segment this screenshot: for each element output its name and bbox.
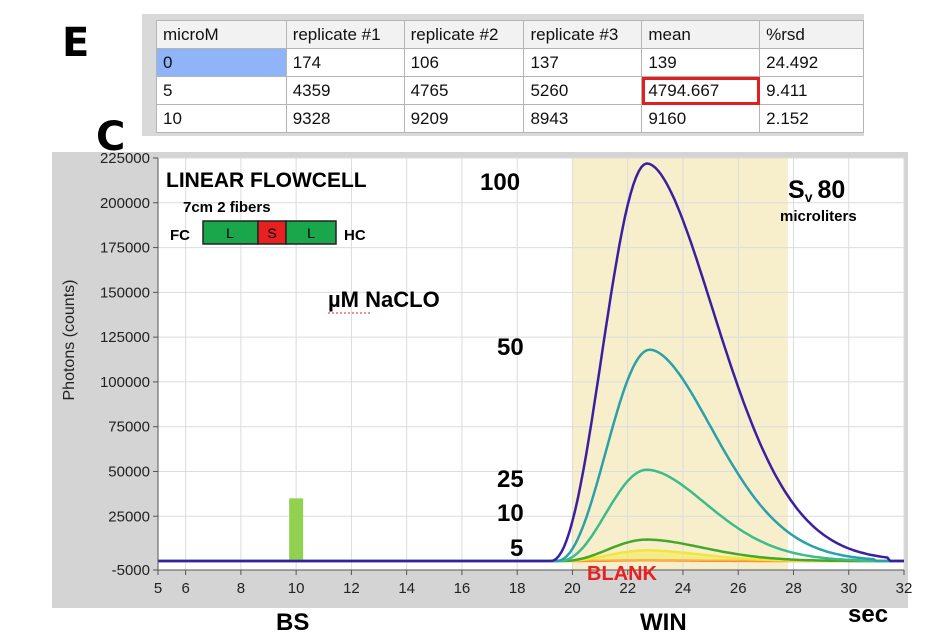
- table-row[interactable]: 10 9328 9209 8943 9160 2.152: [156, 104, 864, 133]
- table-cell[interactable]: 174: [285, 48, 405, 77]
- table-cell[interactable]: 9160: [641, 104, 761, 133]
- window-label: WIN: [640, 609, 687, 636]
- x-tick-labels: 5 6 8 10 12 14 16 18 20 22 24 26 28 30 32: [154, 570, 913, 597]
- x-tick-label: 8: [237, 580, 245, 597]
- y-axis-label: Photons (counts): [61, 280, 78, 401]
- y-tick-label: 25000: [108, 508, 150, 525]
- segment-l-right: [285, 220, 337, 245]
- table-cell[interactable]: 139: [641, 48, 761, 77]
- x-tick-label: 12: [343, 580, 360, 597]
- y-tick-label: -5000: [112, 562, 150, 579]
- segment-label: S: [267, 225, 276, 241]
- table-cell[interactable]: 4359: [285, 76, 405, 105]
- table-cell[interactable]: 0: [156, 48, 287, 77]
- x-tick-label: 24: [675, 580, 692, 597]
- table-cell[interactable]: 8943: [523, 104, 643, 133]
- sv-unit: microliters: [780, 208, 857, 225]
- hc-label: HC: [344, 227, 366, 244]
- x-tick-label: 26: [730, 580, 747, 597]
- x-tick-label: 22: [619, 580, 636, 597]
- series-area-5: [158, 550, 904, 561]
- x-tick-label: 10: [288, 580, 305, 597]
- y-tick-labels: -5000 25000 50000 75000 100000 125000 150000 17…: [100, 150, 158, 579]
- y-tick-label: 150000: [100, 284, 150, 301]
- bs-label: BS: [276, 609, 309, 636]
- table-cell[interactable]: 5260: [523, 76, 643, 105]
- panel-letter-e: E: [62, 20, 90, 66]
- analyte-label: µM NaCLO: [328, 287, 440, 312]
- results-table: microM replicate #1 replicate #2 replica…: [156, 20, 864, 133]
- y-tick-label: 50000: [108, 463, 150, 480]
- table-cell[interactable]: 10: [156, 104, 287, 133]
- table-header-rsd[interactable]: %rsd: [759, 20, 864, 49]
- x-tick-label: 6: [181, 580, 189, 597]
- table-cell[interactable]: 9.411: [759, 76, 864, 105]
- y-tick-label: 100000: [100, 374, 150, 391]
- table-header-replicate-2[interactable]: replicate #2: [403, 20, 525, 49]
- flowcell-diagram: L S L: [202, 220, 337, 245]
- y-tick-label: 175000: [100, 240, 150, 257]
- y-tick-label: 125000: [100, 329, 150, 346]
- x-axis-label: sec: [848, 601, 888, 628]
- series-label-50: 50: [497, 334, 524, 361]
- x-tick-label: 16: [454, 580, 471, 597]
- fc-label: FC: [170, 227, 190, 244]
- panel-letter-c: C: [96, 114, 126, 160]
- table-row[interactable]: 5 4359 4765 5260 4794.667 9.411: [156, 76, 864, 105]
- flowcell-subtitle: 7cm 2 fibers: [183, 199, 271, 216]
- x-tick-label: 18: [509, 580, 526, 597]
- table-header-row: microM replicate #1 replicate #2 replica…: [156, 20, 864, 49]
- x-tick-label: 30: [840, 580, 857, 597]
- y-tick-label: 75000: [108, 419, 150, 436]
- table-cell[interactable]: 2.152: [759, 104, 864, 133]
- x-tick-label: 14: [398, 580, 415, 597]
- table-cell[interactable]: 9328: [285, 104, 405, 133]
- bs-bar: [289, 498, 304, 562]
- y-tick-label: 225000: [100, 150, 150, 167]
- series-label-100: 100: [480, 169, 520, 196]
- y-tick-label: 200000: [100, 195, 150, 212]
- segment-label: L: [307, 225, 315, 241]
- x-tick-label: 5: [154, 580, 162, 597]
- results-table-window: microM replicate #1 replicate #2 replica…: [142, 14, 864, 136]
- window-shade: [572, 158, 788, 570]
- bs-marker: [289, 498, 304, 562]
- series-label-10: 10: [497, 500, 524, 527]
- x-tick-label: 20: [564, 580, 581, 597]
- table-cell-highlighted[interactable]: 4794.667: [641, 76, 761, 105]
- table-header-replicate-3[interactable]: replicate #3: [523, 20, 643, 49]
- x-tick-label: 28: [785, 580, 802, 597]
- window-region: [572, 158, 788, 570]
- x-tick-label: 32: [896, 580, 913, 597]
- table-header-mean[interactable]: mean: [641, 20, 761, 49]
- sv-label: Sv 80: [788, 176, 845, 205]
- table-cell[interactable]: 106: [403, 48, 525, 77]
- series-label-5: 5: [510, 535, 523, 562]
- segment-label: L: [226, 225, 234, 241]
- flowcell-title: LINEAR FLOWCELL: [166, 169, 367, 192]
- series-group: [158, 162, 904, 563]
- table-cell[interactable]: 5: [156, 76, 287, 105]
- series-label-25: 25: [497, 466, 524, 493]
- series-line-100: [158, 162, 904, 563]
- blank-label: BLANK: [587, 563, 658, 585]
